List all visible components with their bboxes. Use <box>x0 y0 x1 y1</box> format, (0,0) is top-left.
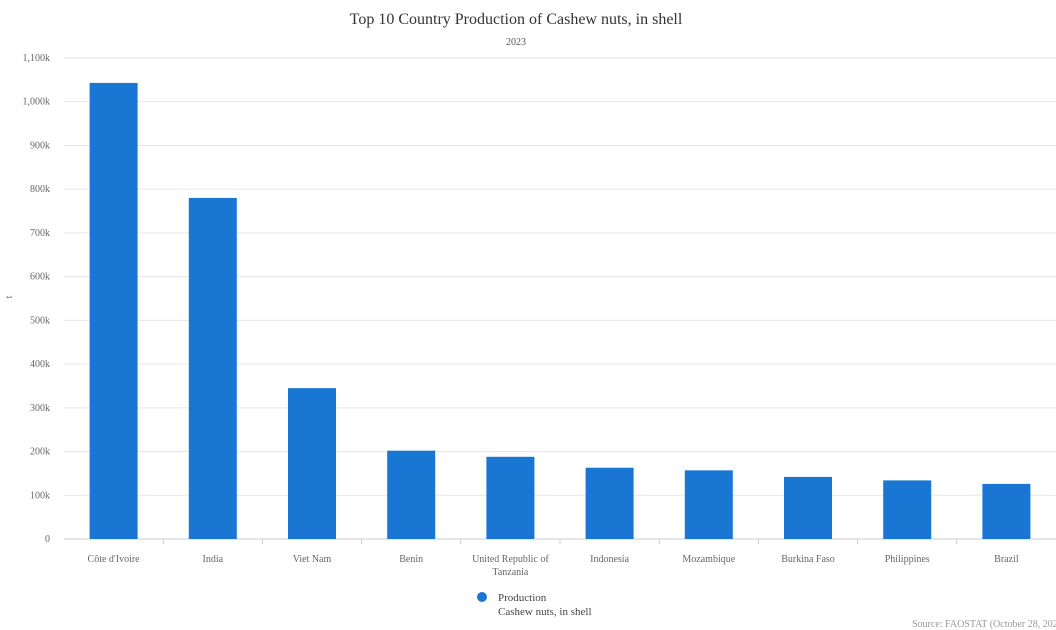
legend-marker-icon[interactable] <box>477 592 487 602</box>
y-tick-label: 900k <box>30 140 50 151</box>
legend-series-name[interactable]: Production <box>498 592 547 604</box>
x-tick-label: Burkina Faso <box>781 554 835 565</box>
x-tick-label: Brazil <box>994 554 1019 565</box>
x-tick-labels: Côte d'Ivoire India Viet Nam Benin United Re… <box>88 539 1019 578</box>
x-tick-label: India <box>203 554 224 565</box>
x-tick-label: Côte d'Ivoire <box>88 554 141 565</box>
x-tick-label: Benin <box>399 554 423 565</box>
x-tick-label: Viet Nam <box>293 554 332 565</box>
y-tick-label: 100k <box>30 490 50 501</box>
y-tick-label: 0 <box>45 534 50 545</box>
bar[interactable] <box>288 388 336 539</box>
y-tick-label: 400k <box>30 359 50 370</box>
legend[interactable]: Production Cashew nuts, in shell <box>477 592 592 618</box>
bar[interactable] <box>89 82 138 539</box>
x-tick-label: Indonesia <box>590 554 629 565</box>
y-tick-label: 1,000k <box>23 97 51 108</box>
bar[interactable] <box>486 456 535 539</box>
bar[interactable] <box>387 450 436 539</box>
x-tick-label: Tanzania <box>492 567 529 578</box>
chart-title: Top 10 Country Production of Cashew nuts… <box>350 11 683 28</box>
bar[interactable] <box>982 483 1031 539</box>
source-credit: Source: FAOSTAT (October 28, 202 <box>912 619 1056 630</box>
bar[interactable] <box>585 467 634 539</box>
y-tick-label: 500k <box>30 315 50 326</box>
legend-series-item[interactable]: Cashew nuts, in shell <box>498 606 592 618</box>
x-tick-label: United Republic of <box>472 554 549 565</box>
y-tick-labels: 0 100k 200k 300k 400k 500k 600k 700k 800k 900k 1,0… <box>23 53 51 545</box>
y-tick-label: 800k <box>30 184 50 195</box>
bar[interactable] <box>684 470 733 539</box>
y-tick-label: 300k <box>30 403 50 414</box>
bars <box>89 82 1031 539</box>
bar[interactable] <box>883 480 932 539</box>
y-axis-label: t <box>4 295 15 298</box>
y-tick-label: 600k <box>30 272 50 283</box>
bar[interactable] <box>188 197 237 539</box>
bar[interactable] <box>784 476 832 539</box>
y-tick-label: 200k <box>30 447 50 458</box>
x-tick-label: Mozambique <box>682 554 735 565</box>
x-tick-label: Philippines <box>885 554 930 565</box>
y-tick-label: 1,100k <box>23 53 51 64</box>
chart-subtitle: 2023 <box>506 37 526 48</box>
y-tick-label: 700k <box>30 228 50 239</box>
